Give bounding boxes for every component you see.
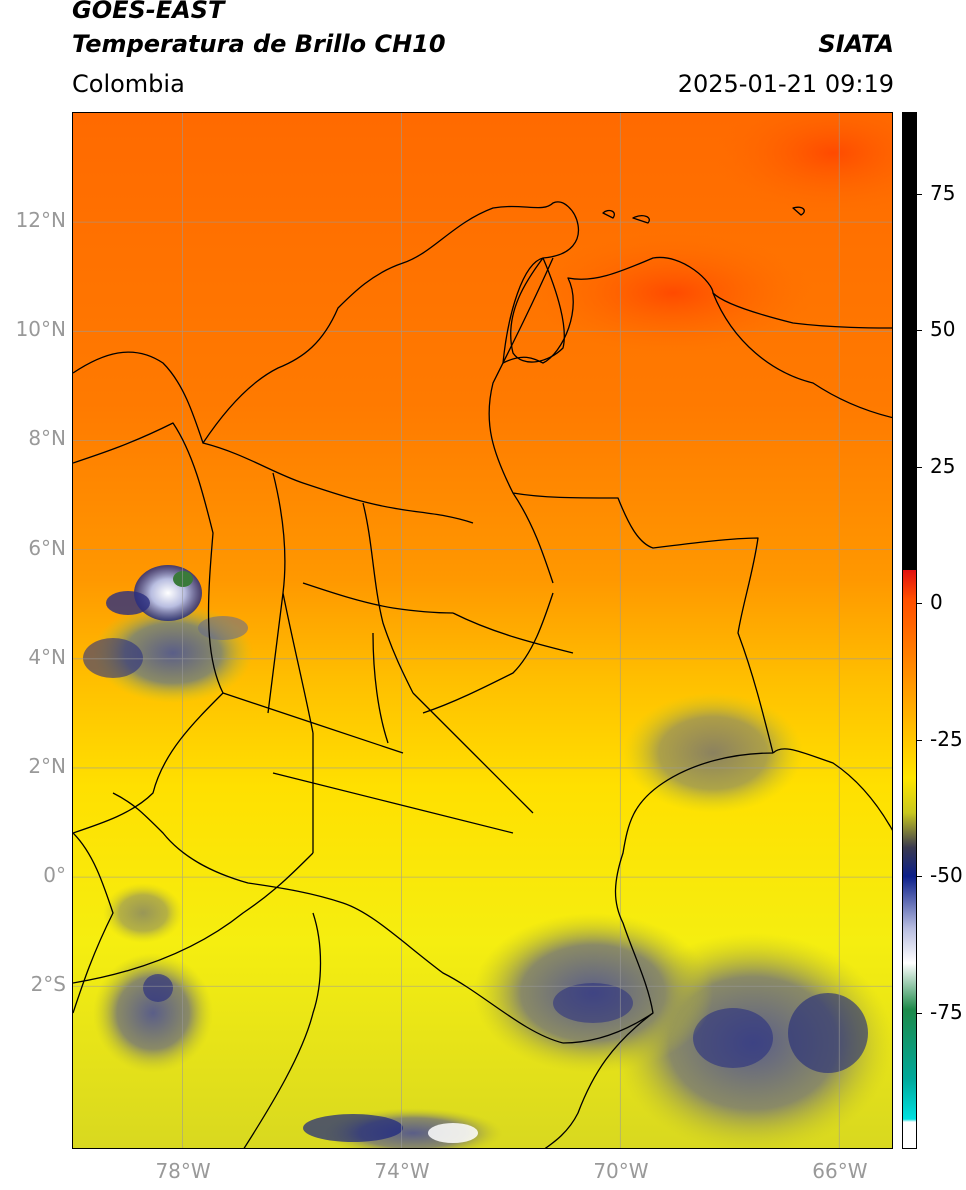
- colorbar-tick-label: 50: [930, 317, 956, 342]
- colorbar: [902, 112, 917, 1149]
- colorbar-tick-label: 25: [930, 453, 956, 478]
- cold-cloud-areas: [83, 565, 892, 1148]
- colorbar-tick-label: -75: [930, 999, 963, 1024]
- colorbar-tick-mark: [917, 193, 922, 195]
- latitude-tick-label: 0°: [43, 863, 66, 888]
- lake-maracaibo: [510, 257, 565, 363]
- warm-region: [713, 113, 892, 213]
- island-margarita: [792, 206, 805, 216]
- colorbar-tick-mark: [917, 876, 922, 878]
- colorbar-tick-mark: [917, 330, 922, 332]
- longitude-tick-label: 74°W: [374, 1159, 430, 1183]
- product-title: Temperatura de Brillo CH10: [72, 30, 446, 58]
- colorbar-tick-label: 0: [930, 590, 943, 615]
- peru-internal: [73, 852, 314, 984]
- satellite-title: GOES-EAST: [72, 0, 225, 24]
- pacific-coast: [73, 422, 224, 834]
- colorbar-tick-mark: [917, 1012, 922, 1014]
- latitude-tick-label: 8°N: [28, 426, 66, 451]
- colorbar-black-segment: [903, 113, 916, 570]
- graticule: [73, 113, 892, 1148]
- timestamp-label: 2025-01-21 09:19: [677, 70, 894, 98]
- latitude-tick-label: 10°N: [15, 317, 66, 342]
- caribbean-coast: [73, 201, 892, 444]
- map-canvas: [73, 113, 892, 1148]
- colorbar-gradient: [903, 570, 916, 1148]
- colorbar-tick-mark: [917, 466, 922, 468]
- border-colombia-venezuela: [488, 257, 774, 754]
- colombia-dept-lines: [202, 442, 574, 853]
- border-peru-brazil: [544, 1012, 654, 1148]
- latitude-tick-label: 4°N: [28, 644, 66, 669]
- latitude-tick-label: 2°N: [28, 753, 66, 778]
- colorbar-tick-label: -25: [930, 726, 963, 751]
- latitude-tick-label: 2°S: [30, 972, 66, 997]
- colorbar-tick-mark: [917, 603, 922, 605]
- border-venezuela-brazil: [772, 748, 892, 831]
- island-aruba: [602, 209, 615, 219]
- longitude-tick-label: 78°W: [155, 1159, 211, 1183]
- agency-label: SIATA: [818, 30, 894, 58]
- island-curacao: [632, 215, 650, 224]
- border-colombia-peru-ecuador: [112, 792, 564, 1044]
- border-venezuela-guyana: [712, 292, 892, 419]
- peru-andes: [243, 912, 322, 1148]
- colorbar-tick-mark: [917, 739, 922, 741]
- colorbar-tick-label: -50: [930, 863, 963, 888]
- border-colombia-brazil: [562, 752, 774, 1044]
- longitude-tick-label: 66°W: [812, 1159, 868, 1183]
- coastlines-and-borders: [73, 201, 892, 1148]
- warm-region: [533, 233, 813, 353]
- latitude-tick-label: 12°N: [15, 208, 66, 233]
- region-label: Colombia: [72, 70, 185, 98]
- colorbar-tick-label: 75: [930, 180, 956, 205]
- latitude-tick-label: 6°N: [28, 535, 66, 560]
- longitude-tick-label: 70°W: [593, 1159, 649, 1183]
- temperature-map[interactable]: [72, 112, 893, 1149]
- colorbar-canvas: [903, 113, 916, 1148]
- ecuador-coast: [73, 832, 114, 1014]
